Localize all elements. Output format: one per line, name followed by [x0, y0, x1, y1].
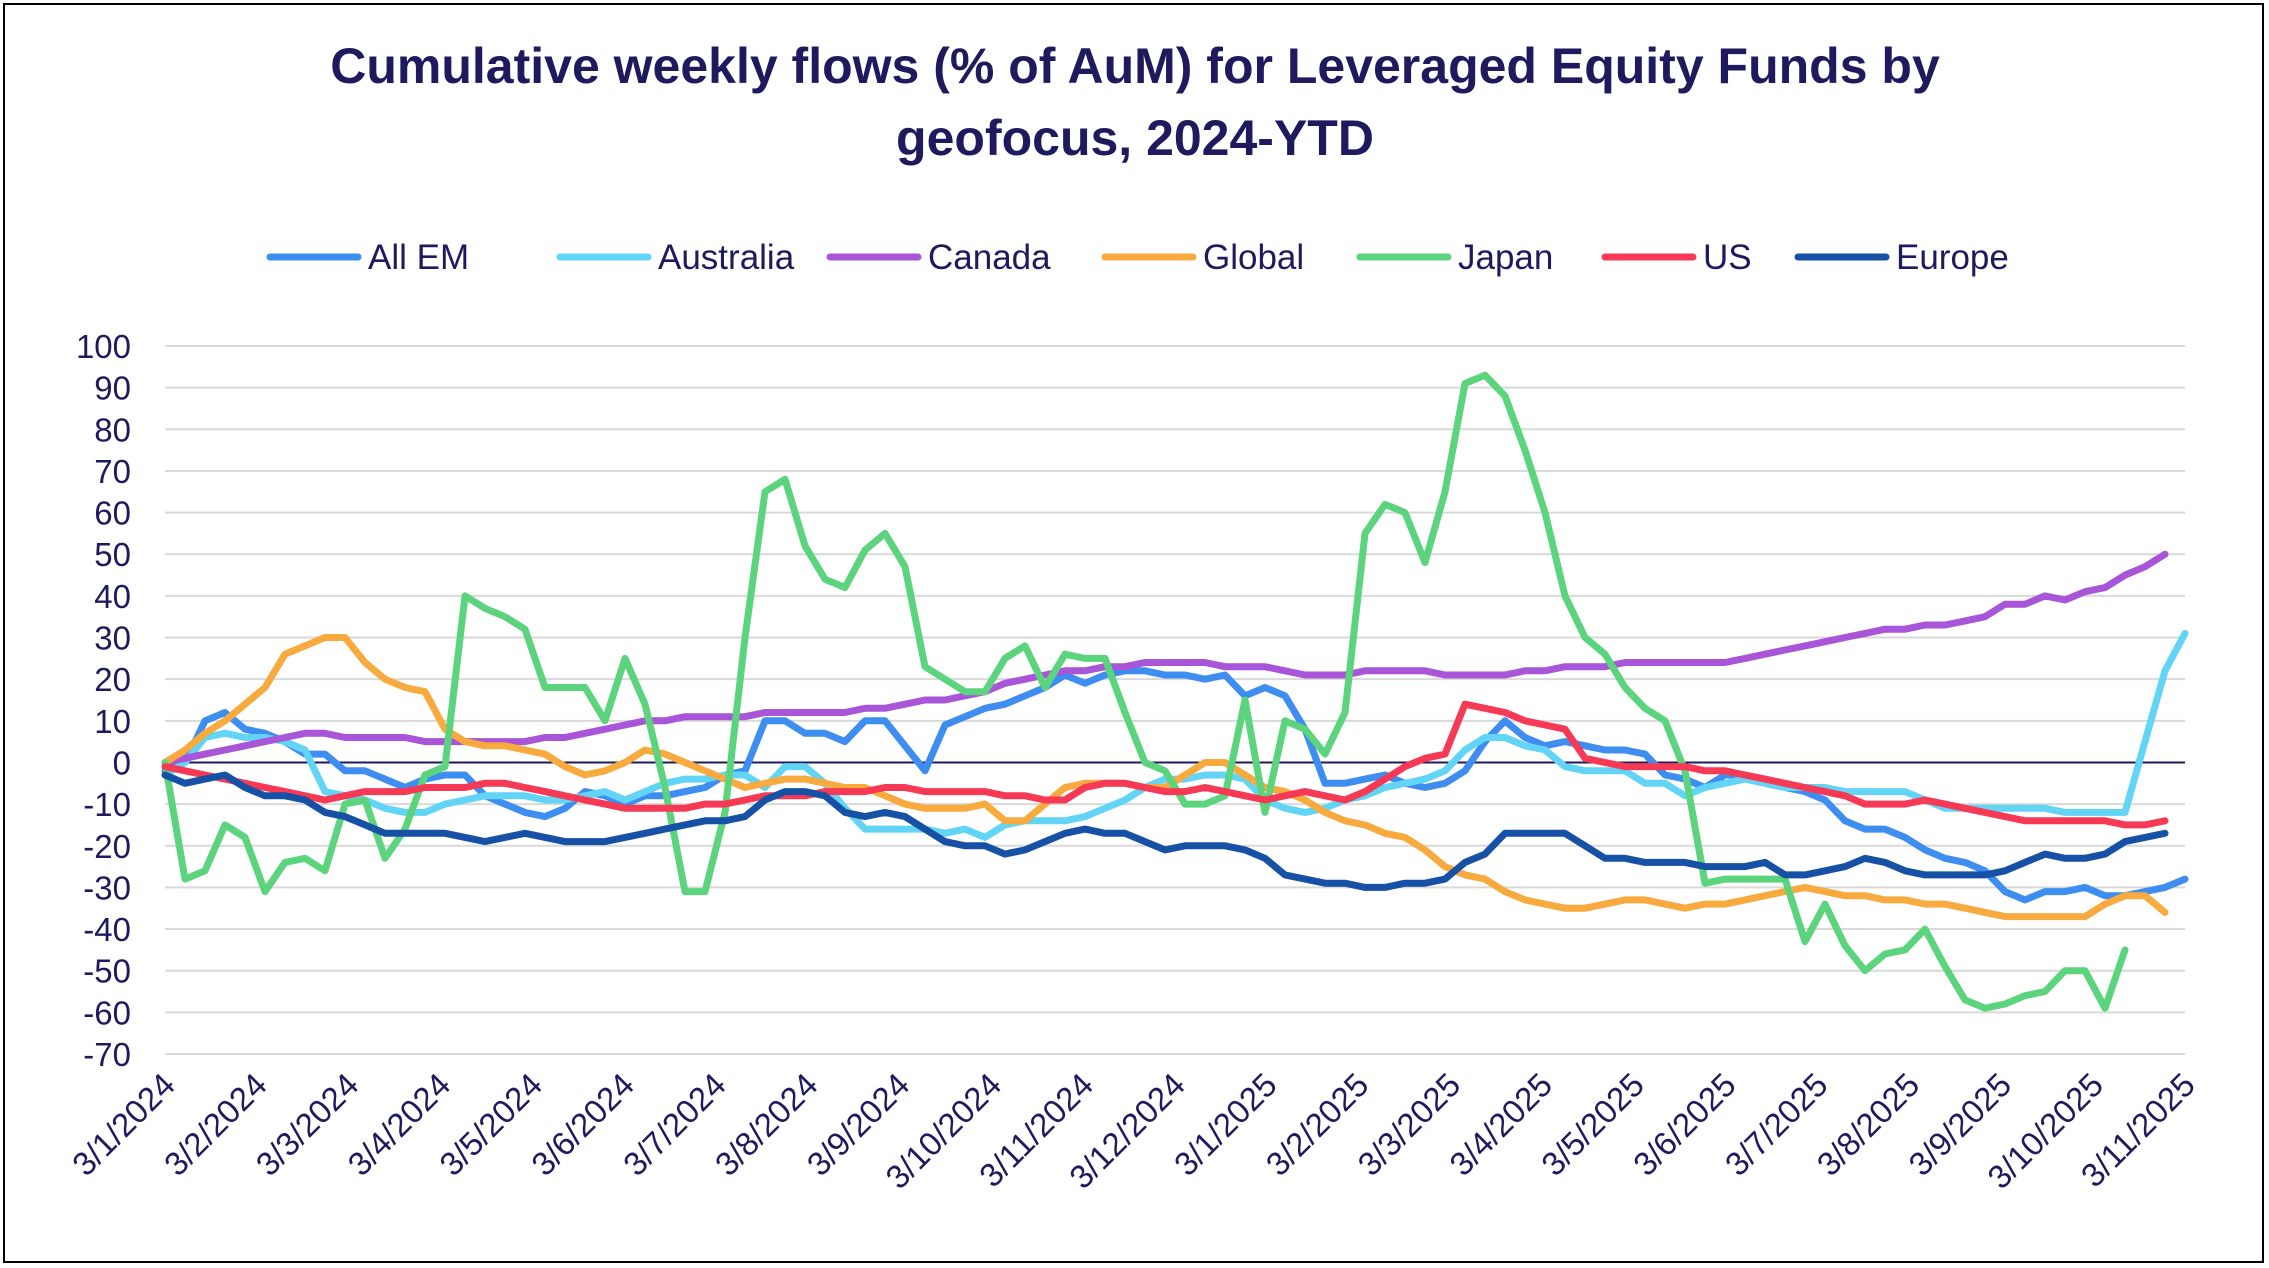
legend-label: Canada	[928, 238, 1051, 277]
y-tick-label: -40	[83, 911, 131, 948]
chart-title-line-2: geofocus, 2024-YTD	[896, 110, 1374, 166]
y-tick-label: 70	[94, 453, 131, 490]
series-line-all-em	[161, 667, 2189, 904]
y-tick-label: -50	[83, 953, 131, 990]
chart-frame: Cumulative weekly flows (% of AuM) for L…	[3, 3, 2264, 1263]
gridlines	[165, 345, 2185, 1055]
legend-label: All EM	[368, 238, 469, 277]
y-tick-label: -60	[83, 994, 131, 1031]
y-tick-label: 20	[94, 661, 131, 698]
y-tick-label: -20	[83, 828, 131, 865]
series-line-us	[161, 700, 2169, 829]
legend-label: Japan	[1458, 238, 1553, 277]
legend-label: US	[1703, 238, 1752, 277]
y-tick-label: 10	[94, 703, 131, 740]
y-tick-label: 80	[94, 411, 131, 448]
y-tick-label: 100	[76, 328, 131, 365]
y-axis-ticks: 1009080706050403020100-10-20-30-40-50-60…	[76, 328, 131, 1073]
y-tick-label: 0	[113, 744, 131, 781]
y-tick-label: 40	[94, 578, 131, 615]
series-line-global	[161, 634, 2169, 921]
legend: All EM Australia Canada Global Japan US Europe	[266, 238, 2009, 277]
series-line-europe	[161, 771, 2169, 891]
legend-label: Global	[1203, 238, 1304, 277]
series-lines	[161, 371, 2189, 1012]
y-tick-label: -70	[83, 1036, 131, 1073]
chart-title-line-1: Cumulative weekly flows (% of AuM) for L…	[330, 38, 1940, 94]
y-tick-label: -10	[83, 786, 131, 823]
y-tick-label: -30	[83, 869, 131, 906]
legend-label: Australia	[658, 238, 795, 277]
series-line-japan	[161, 371, 2129, 1012]
y-tick-label: 30	[94, 620, 131, 657]
y-tick-label: 50	[94, 536, 131, 573]
y-tick-label: 90	[94, 370, 131, 407]
chart: Cumulative weekly flows (% of AuM) for L…	[65, 38, 2202, 1196]
y-tick-label: 60	[94, 495, 131, 532]
x-axis-ticks: 3/1/20243/2/20243/3/20243/4/20243/5/2024…	[65, 1066, 2202, 1196]
legend-label: Europe	[1896, 238, 2009, 277]
series-line-canada	[161, 550, 2169, 766]
